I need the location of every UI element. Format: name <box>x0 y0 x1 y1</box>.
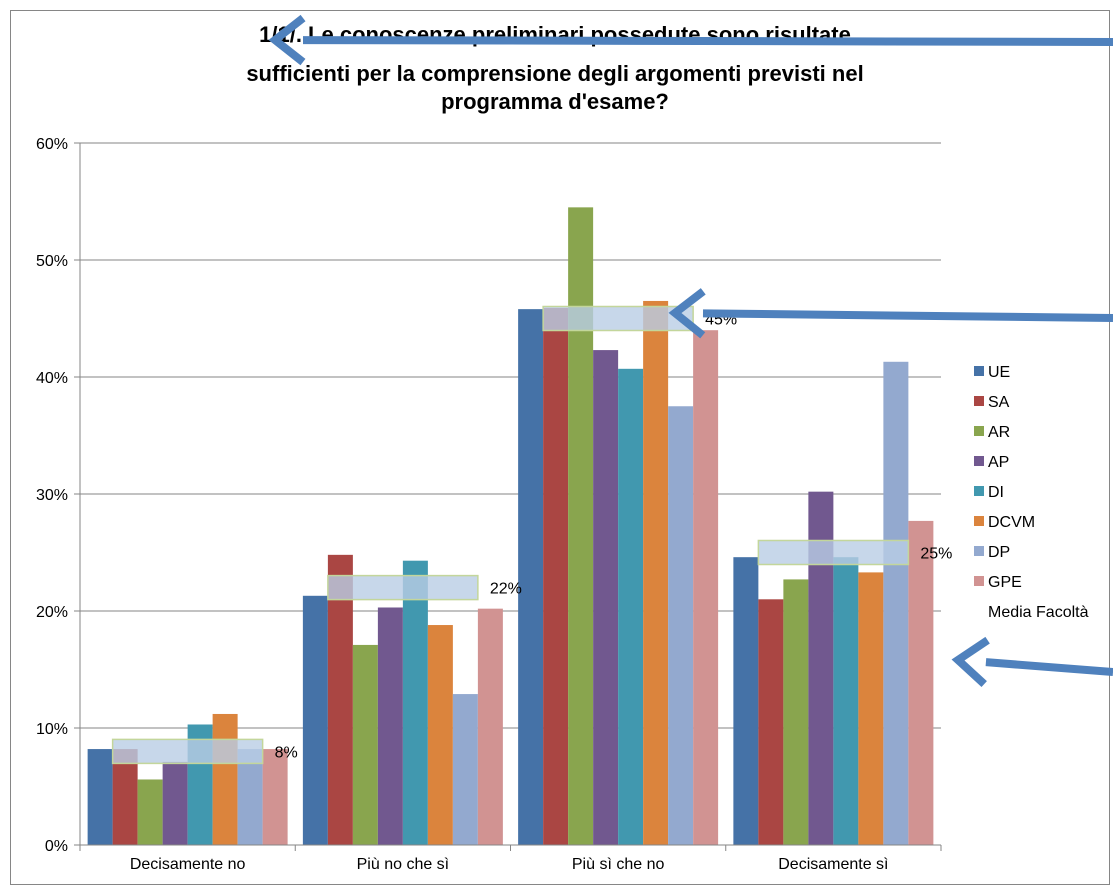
bar-ap <box>593 350 619 845</box>
legend-swatch <box>974 456 984 466</box>
bar-dcvm <box>643 300 669 845</box>
bar-media-facolta <box>111 738 264 765</box>
bar-di <box>833 557 859 845</box>
average-data-label: 22% <box>490 581 522 598</box>
bar-media-facolta <box>327 574 479 601</box>
bar-ar <box>352 644 378 845</box>
legend-label: UE <box>988 364 1010 381</box>
bar-ap <box>377 607 403 845</box>
x-tick-label: Più sì che no <box>572 856 665 873</box>
bar-ue <box>87 749 113 845</box>
x-tick-label: Decisamente sì <box>778 856 888 873</box>
annotation-arrow <box>268 14 1113 66</box>
legend-label: DI <box>988 484 1004 501</box>
bar-sa <box>112 749 138 845</box>
y-tick-label: 50% <box>36 253 68 270</box>
bar-sa <box>327 554 353 845</box>
bar-ap <box>162 761 188 845</box>
legend-label: Media Facoltà <box>988 604 1089 621</box>
bar-dp <box>668 406 694 845</box>
bar-gpe <box>693 330 719 845</box>
x-tick-label: Più no che sì <box>357 856 450 873</box>
legend-swatch <box>974 516 984 526</box>
y-tick-label: 60% <box>36 136 68 153</box>
chart-title-line-2: sufficienti per la comprensione degli ar… <box>246 61 864 86</box>
y-tick-label: 10% <box>36 721 68 738</box>
y-tick-label: 30% <box>36 487 68 504</box>
legend-label: AR <box>988 424 1010 441</box>
legend-swatch <box>974 396 984 406</box>
bar-gpe <box>262 749 288 845</box>
bar-gpe <box>908 520 934 845</box>
legend-swatch <box>974 426 984 436</box>
bar-dp <box>237 749 263 845</box>
bar-sa <box>543 307 569 846</box>
bar-ar <box>137 779 163 845</box>
bar-dcvm <box>212 713 238 845</box>
bar-media-facolta <box>542 305 694 332</box>
y-tick-label: 20% <box>36 604 68 621</box>
bar-di <box>618 368 644 845</box>
chart-title-line-3: programma d'esame? <box>441 89 669 114</box>
legend-swatch <box>974 486 984 496</box>
bar-dcvm <box>858 572 884 845</box>
annotation-arrow <box>668 288 1113 339</box>
bar-ue <box>302 595 328 845</box>
legend-label: AP <box>988 454 1009 471</box>
legend-swatch <box>974 576 984 586</box>
average-data-label: 8% <box>275 744 298 761</box>
x-tick-label: Decisamente no <box>130 856 246 873</box>
annotation-arrow <box>951 636 1113 688</box>
bar-ar <box>783 579 809 845</box>
bar-ue <box>733 557 759 845</box>
legend-label: DP <box>988 544 1010 561</box>
legend-swatch <box>974 366 984 376</box>
legend-label: GPE <box>988 574 1022 591</box>
bar-ue <box>518 309 544 845</box>
legend-label: DCVM <box>988 514 1035 531</box>
y-tick-label: 40% <box>36 370 68 387</box>
average-data-label: 25% <box>920 546 952 563</box>
bar-di <box>402 560 428 845</box>
y-tick-label: 0% <box>45 838 68 855</box>
bar-sa <box>758 599 784 845</box>
legend-label: SA <box>988 394 1010 411</box>
legend-swatch <box>974 546 984 556</box>
bar-dp <box>883 361 909 845</box>
bar-dp <box>452 694 478 845</box>
bar-media-facolta <box>757 539 910 566</box>
bar-dcvm <box>427 625 453 845</box>
bar-ar <box>568 207 594 846</box>
bar-gpe <box>477 608 503 845</box>
